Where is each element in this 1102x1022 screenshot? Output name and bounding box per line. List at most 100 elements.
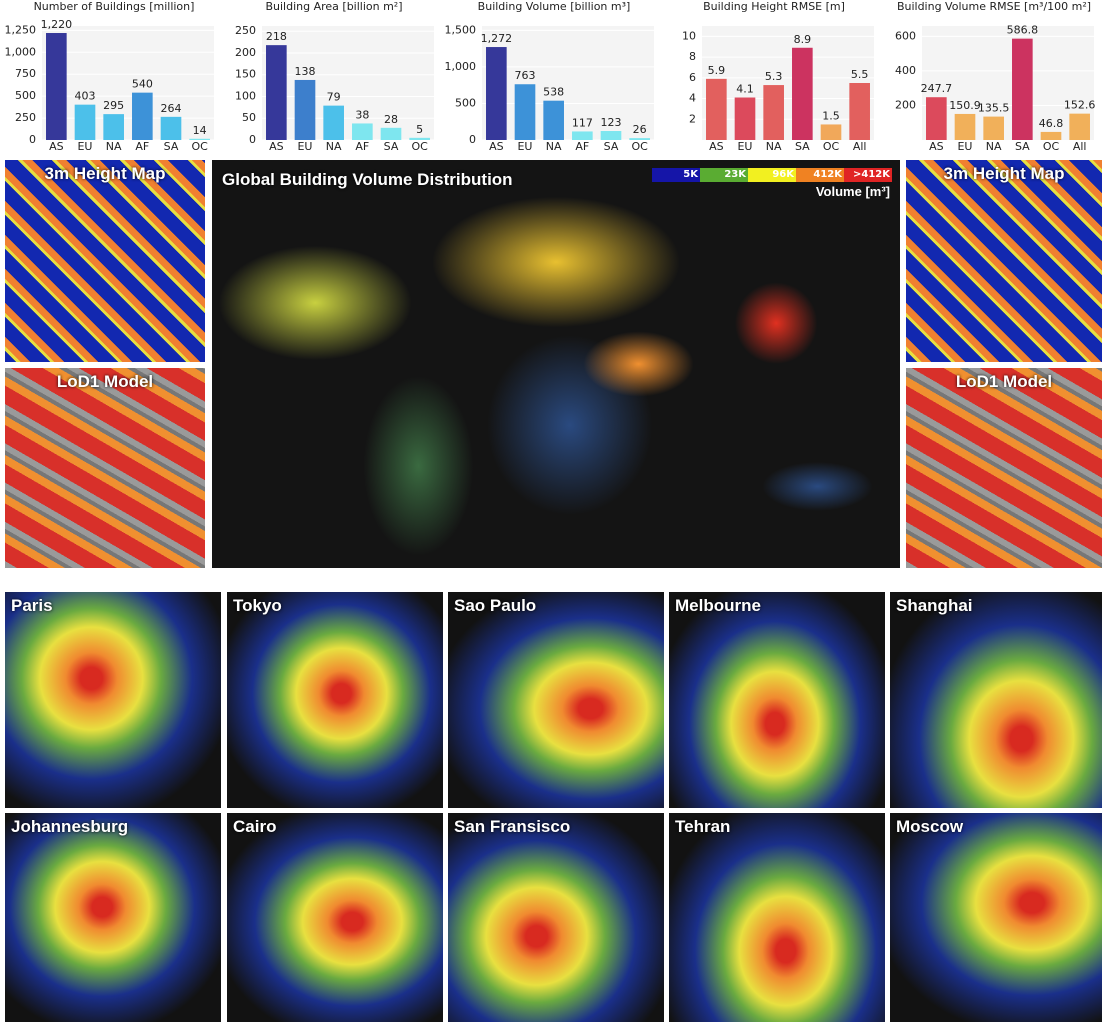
y-tick-label: 4 bbox=[689, 92, 696, 105]
x-tick-label: OC bbox=[1043, 140, 1060, 153]
value-label: 26 bbox=[633, 123, 647, 136]
plot-background bbox=[922, 26, 1094, 140]
bar-charts: Number of Buildings [million]02505007501… bbox=[5, 0, 1096, 153]
city-label: Tokyo bbox=[233, 596, 282, 615]
chart-title: Building Height RMSE [m] bbox=[703, 0, 845, 13]
x-tick-label: EU bbox=[517, 140, 532, 153]
plot-background bbox=[482, 26, 654, 140]
x-tick-label: AS bbox=[929, 140, 944, 153]
x-tick-label: OC bbox=[823, 140, 840, 153]
y-tick-label: 200 bbox=[235, 46, 256, 59]
y-tick-label: 10 bbox=[682, 29, 696, 42]
chart-title: Building Volume [billion m³] bbox=[478, 0, 631, 13]
x-tick-label: AF bbox=[135, 140, 149, 153]
x-tick-label: AS bbox=[709, 140, 724, 153]
plot-background bbox=[702, 26, 874, 140]
city-panel: Shanghai bbox=[890, 592, 1102, 808]
y-tick-label: 8 bbox=[689, 50, 696, 63]
inset-panel: 3m Height Map bbox=[5, 160, 205, 362]
value-label: 218 bbox=[266, 30, 287, 43]
city-panel: Moscow bbox=[890, 813, 1102, 1022]
value-label: 38 bbox=[355, 108, 369, 121]
city-label: San Fransisco bbox=[454, 817, 571, 836]
x-tick-label: EU bbox=[957, 140, 972, 153]
value-label: 79 bbox=[327, 91, 341, 104]
inset-panel: LoD1 Model bbox=[5, 368, 205, 568]
x-tick-label: SA bbox=[604, 140, 619, 153]
value-label: 5 bbox=[416, 123, 423, 136]
x-tick-label: NA bbox=[546, 140, 562, 153]
value-label: 763 bbox=[515, 69, 536, 82]
city-label: Johannesburg bbox=[11, 817, 129, 836]
x-tick-label: NA bbox=[106, 140, 122, 153]
city-panel: Sao Paulo bbox=[448, 592, 664, 808]
city-panel: Paris bbox=[5, 592, 221, 808]
x-tick-label: NA bbox=[986, 140, 1002, 153]
bar bbox=[572, 131, 593, 140]
city-label: Paris bbox=[11, 596, 53, 615]
x-tick-label: All bbox=[853, 140, 867, 153]
y-tick-label: 6 bbox=[689, 71, 696, 84]
value-label: 295 bbox=[103, 99, 124, 112]
bar bbox=[926, 97, 947, 140]
bar bbox=[734, 97, 756, 140]
x-tick-label: NA bbox=[326, 140, 342, 153]
bar bbox=[486, 47, 507, 140]
world-map: Global Building Volume Distribution 5K 23K… bbox=[212, 160, 900, 568]
x-tick-label: NA bbox=[766, 140, 782, 153]
city-label: Moscow bbox=[896, 817, 964, 836]
x-tick-label: OC bbox=[191, 140, 208, 153]
y-tick-label: 200 bbox=[895, 98, 916, 111]
bar bbox=[74, 104, 96, 140]
legend-entry: >412K bbox=[844, 168, 892, 182]
bar bbox=[849, 83, 870, 140]
city-label: Sao Paulo bbox=[454, 596, 537, 615]
value-label: 5.5 bbox=[851, 68, 869, 81]
city-label: Shanghai bbox=[896, 596, 973, 615]
value-label: 247.7 bbox=[921, 82, 953, 95]
bar bbox=[294, 79, 316, 140]
y-tick-label: 1,250 bbox=[5, 23, 37, 36]
map-legend: 5K 23K 96K 412K >412K bbox=[652, 168, 892, 182]
value-label: 586.8 bbox=[1007, 24, 1039, 37]
x-tick-label: OC bbox=[411, 140, 428, 153]
plot-background bbox=[262, 26, 434, 140]
bar bbox=[629, 138, 650, 140]
value-label: 46.8 bbox=[1039, 117, 1064, 130]
value-label: 138 bbox=[295, 65, 316, 78]
legend-entry: 96K bbox=[748, 168, 796, 182]
value-label: 8.9 bbox=[794, 33, 812, 46]
y-tick-label: 750 bbox=[15, 67, 36, 80]
x-tick-label: AS bbox=[489, 140, 504, 153]
city-panel: Johannesburg bbox=[5, 813, 221, 1022]
inset-panel: 3m Height Map bbox=[906, 160, 1102, 362]
value-label: 264 bbox=[161, 102, 182, 115]
chart-title: Building Area [billion m²] bbox=[265, 0, 402, 13]
y-tick-label: 0 bbox=[249, 133, 256, 146]
legend-entry: 23K bbox=[700, 168, 748, 182]
chart-title: Building Volume RMSE [m³/100 m²] bbox=[897, 0, 1091, 13]
bar bbox=[954, 113, 976, 140]
value-label: 150.9 bbox=[949, 99, 981, 112]
value-label: 14 bbox=[193, 124, 207, 137]
chart-title: Number of Buildings [million] bbox=[34, 0, 195, 13]
value-label: 540 bbox=[132, 78, 153, 91]
bar bbox=[600, 131, 622, 140]
bar bbox=[132, 92, 153, 140]
bar bbox=[1012, 38, 1033, 141]
value-label: 5.9 bbox=[708, 64, 726, 77]
y-tick-label: 250 bbox=[15, 111, 36, 124]
value-label: 1.5 bbox=[822, 109, 840, 122]
city-panel: San Fransisco bbox=[448, 813, 664, 1022]
bar bbox=[792, 47, 813, 140]
inset-label: 3m Height Map bbox=[44, 164, 166, 183]
inset-label: LoD1 Model bbox=[955, 372, 1053, 391]
x-tick-label: AS bbox=[49, 140, 64, 153]
city-label: Melbourne bbox=[675, 596, 761, 615]
y-tick-label: 100 bbox=[235, 89, 256, 102]
x-tick-label: AF bbox=[575, 140, 589, 153]
bar bbox=[763, 85, 784, 140]
bar bbox=[514, 84, 536, 140]
value-label: 403 bbox=[75, 90, 96, 103]
inset-label: 3m Height Map bbox=[943, 164, 1065, 183]
